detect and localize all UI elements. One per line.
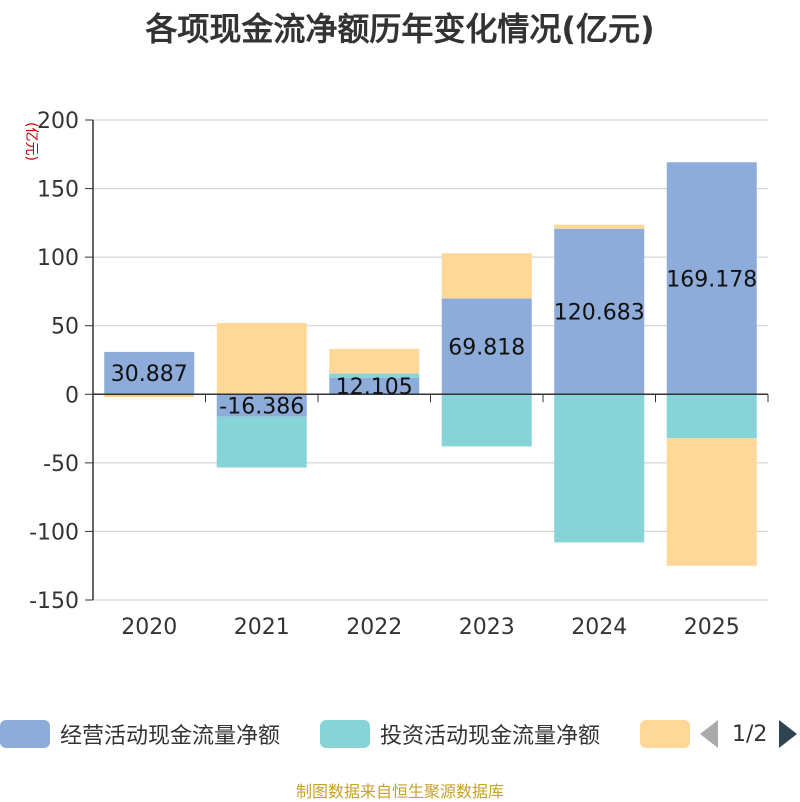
legend-swatch-financing bbox=[640, 720, 690, 748]
bar-2022-series-0[interactable] bbox=[329, 377, 420, 395]
bar-2022-series-2[interactable] bbox=[329, 348, 420, 374]
data-label: 12.105 bbox=[336, 375, 413, 400]
legend-page-indicator: 1/2 bbox=[732, 721, 768, 747]
data-label: 169.178 bbox=[666, 267, 757, 292]
pager-prev-icon[interactable] bbox=[700, 720, 718, 748]
y-tick-label: 200 bbox=[37, 109, 79, 134]
bar-2024-series-2[interactable] bbox=[554, 224, 645, 229]
legend-label-operating: 经营活动现金流量净额 bbox=[60, 724, 281, 749]
bar-2023-series-1[interactable] bbox=[441, 394, 532, 447]
pager-next-icon[interactable] bbox=[779, 720, 798, 748]
legend-swatch-investing bbox=[320, 720, 370, 748]
bar-2021-series-0[interactable] bbox=[216, 394, 307, 417]
y-tick-label: 150 bbox=[37, 178, 79, 203]
legend-item-investing[interactable]: 投资活动现金流量净额 bbox=[320, 716, 600, 752]
bar-2024-series-1[interactable] bbox=[554, 394, 645, 543]
x-tick-label: 2020 bbox=[121, 615, 177, 640]
bar-2022-series-1[interactable] bbox=[329, 373, 420, 378]
bar-2024-series-0[interactable] bbox=[554, 228, 645, 395]
data-label: 69.818 bbox=[448, 335, 525, 360]
y-tick-label: 100 bbox=[37, 246, 79, 271]
bar-2023-series-2[interactable] bbox=[441, 253, 532, 299]
y-tick-label: -50 bbox=[43, 452, 79, 477]
legend-item-operating[interactable]: 经营活动现金流量净额 bbox=[0, 716, 280, 752]
x-tick-label: 2025 bbox=[684, 615, 740, 640]
legend-swatch-operating bbox=[0, 720, 50, 748]
y-axis-label: (亿元) bbox=[23, 122, 39, 161]
bar-2025-series-2[interactable] bbox=[666, 438, 757, 566]
x-tick-label: 2022 bbox=[346, 615, 402, 640]
x-tick-label: 2024 bbox=[571, 615, 627, 640]
bar-2021-series-1[interactable] bbox=[216, 416, 307, 468]
y-tick-label: -100 bbox=[29, 520, 79, 545]
bar-2020-series-0[interactable] bbox=[104, 351, 195, 395]
legend-pager: 1/2 bbox=[700, 716, 798, 752]
bar-2025-series-1[interactable] bbox=[666, 394, 757, 439]
data-label: 30.887 bbox=[111, 362, 188, 387]
y-tick-label: -150 bbox=[29, 589, 79, 614]
bar-2023-series-0[interactable] bbox=[441, 298, 532, 395]
legend: 经营活动现金流量净额 投资活动现金流量净额 1/2 bbox=[0, 716, 800, 756]
legend-label-investing: 投资活动现金流量净额 bbox=[380, 724, 601, 749]
bar-2020-series-2[interactable] bbox=[104, 395, 195, 398]
x-tick-label: 2023 bbox=[459, 615, 515, 640]
legend-item-financing[interactable] bbox=[640, 716, 700, 752]
y-tick-label: 0 bbox=[65, 383, 79, 408]
x-tick-label: 2021 bbox=[234, 615, 290, 640]
bar-2025-series-0[interactable] bbox=[666, 162, 757, 395]
bar-2021-series-2[interactable] bbox=[216, 322, 307, 395]
y-tick-label: 50 bbox=[51, 315, 79, 340]
data-label: -16.386 bbox=[219, 395, 304, 420]
data-label: 120.683 bbox=[554, 301, 645, 326]
source-note: 制图数据来自恒生聚源数据库 bbox=[295, 782, 504, 801]
chart-title: 各项现金流净额历年变化情况(亿元) bbox=[145, 10, 655, 48]
